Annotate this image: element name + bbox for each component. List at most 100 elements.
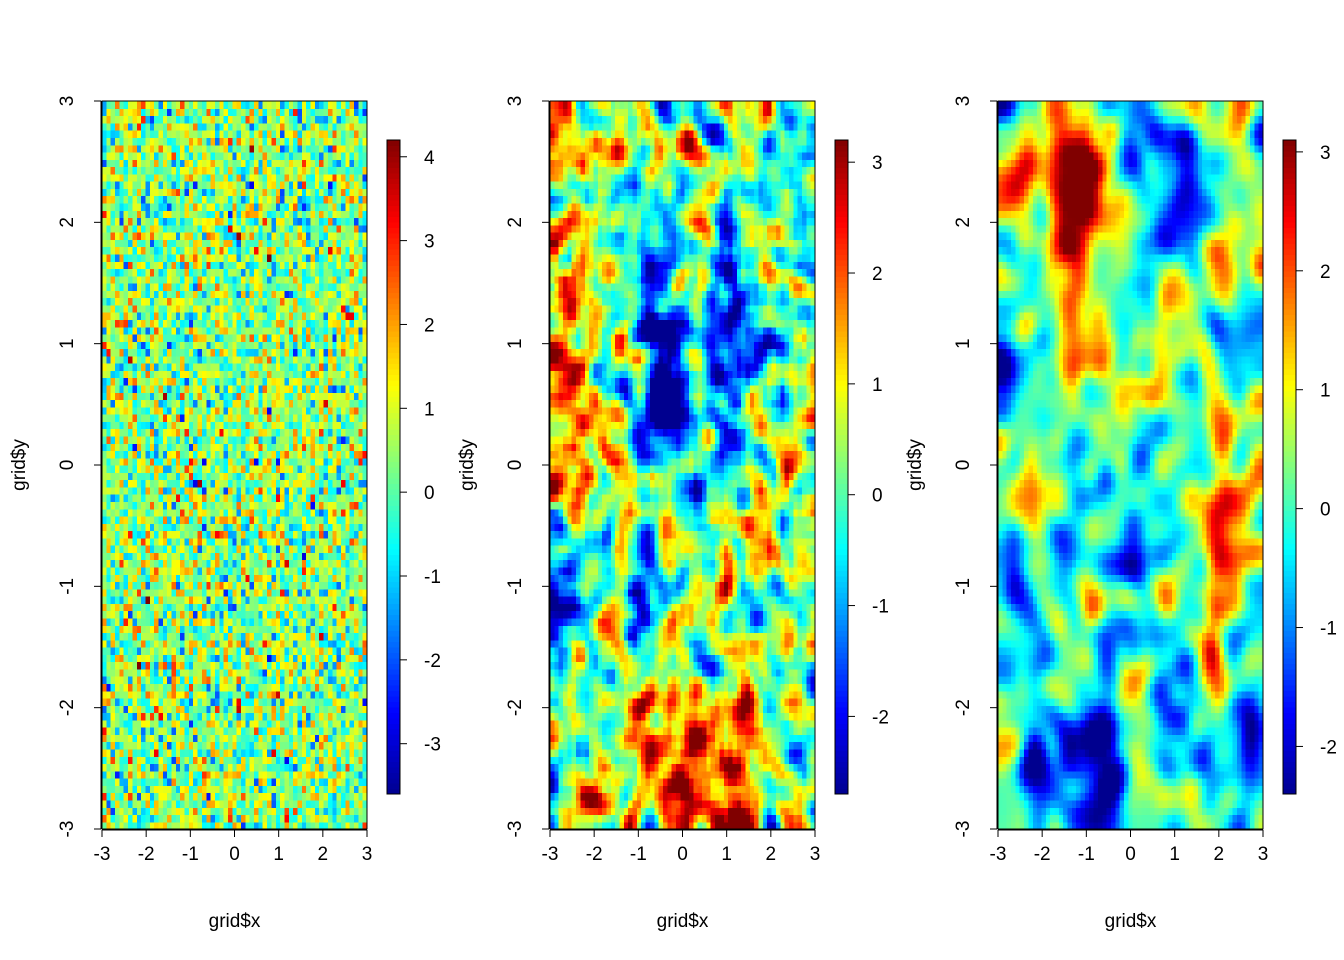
heatmap-cell <box>175 450 181 459</box>
heatmap-cell <box>362 421 368 430</box>
heatmap-cell <box>232 763 238 772</box>
heatmap-cell <box>258 719 264 728</box>
heatmap-cell <box>258 508 264 517</box>
heatmap-cell <box>132 530 138 539</box>
heatmap-cell <box>280 450 286 459</box>
heatmap-cell <box>206 814 212 823</box>
heatmap-cell <box>314 465 320 473</box>
heatmap-cell <box>349 770 355 779</box>
heatmap-cell <box>284 545 290 553</box>
heatmap-cell <box>362 545 368 553</box>
heatmap-cell <box>201 617 207 626</box>
heatmap-cell <box>119 712 125 721</box>
heatmap-cell <box>123 654 129 663</box>
heatmap-cell <box>123 792 129 801</box>
heatmap-cell <box>306 435 312 444</box>
heatmap-cell <box>175 479 181 488</box>
heatmap-cell <box>184 283 190 291</box>
heatmap-cell <box>197 283 203 291</box>
heatmap-cell <box>206 472 212 481</box>
heatmap-cell <box>175 530 181 539</box>
heatmap-cell <box>115 377 120 386</box>
heatmap-cell <box>184 312 190 320</box>
heatmap-cell <box>280 617 286 626</box>
heatmap-cell <box>149 435 155 444</box>
heatmap-cell <box>319 785 325 794</box>
heatmap-cell <box>327 617 333 626</box>
heatmap-cell <box>271 333 277 342</box>
heatmap-cell <box>188 450 194 459</box>
heatmap-cell <box>258 494 264 502</box>
heatmap-cell <box>349 326 355 335</box>
heatmap-cell <box>353 333 359 342</box>
heatmap-cell <box>102 501 107 510</box>
heatmap-cell <box>184 537 190 546</box>
heatmap-cell <box>327 232 333 240</box>
heatmap-cell <box>310 603 316 612</box>
heatmap-cell <box>319 748 325 757</box>
heatmap-cell <box>327 814 333 823</box>
heatmap-cell <box>175 421 181 430</box>
heatmap-cell <box>353 479 359 488</box>
heatmap-cell <box>167 326 173 335</box>
heatmap-cell <box>184 406 190 415</box>
heatmap-cell <box>288 283 294 291</box>
heatmap-cell <box>297 253 303 262</box>
heatmap-cell <box>332 661 338 670</box>
heatmap-cell <box>119 610 125 619</box>
heatmap-cell <box>358 370 364 379</box>
heatmap-cell <box>275 326 281 335</box>
heatmap-cell <box>223 603 229 612</box>
heatmap-cell <box>106 232 112 240</box>
heatmap-cell <box>119 246 125 255</box>
heatmap-cell <box>219 443 225 452</box>
heatmap-cell <box>102 712 107 721</box>
heatmap-cell <box>232 268 238 277</box>
heatmap-cell <box>310 690 316 699</box>
heatmap-cell <box>271 639 277 648</box>
heatmap-cell <box>340 785 346 794</box>
heatmap-cell <box>214 719 220 728</box>
heatmap-cell <box>214 625 220 634</box>
heatmap-cell <box>136 741 142 750</box>
heatmap-cell <box>188 384 194 393</box>
heatmap-cell <box>128 406 134 415</box>
heatmap-cell <box>345 566 351 575</box>
heatmap-cell <box>353 268 359 277</box>
heatmap-cell <box>310 326 316 335</box>
heatmap-cell <box>271 690 277 699</box>
heatmap-cell <box>319 443 325 452</box>
heatmap-cell <box>336 807 342 816</box>
heatmap-cell <box>123 435 129 444</box>
heatmap-cell <box>201 246 207 255</box>
heatmap-cell <box>180 756 186 765</box>
heatmap-cell <box>188 741 194 750</box>
heatmap-cell <box>327 741 333 750</box>
heatmap-cell <box>167 581 173 590</box>
heatmap-cell <box>353 443 359 452</box>
heatmap-cell <box>258 457 264 466</box>
heatmap-cell <box>358 239 364 248</box>
heatmap-cell <box>154 799 160 808</box>
heatmap-cell <box>319 552 325 561</box>
heatmap-cell <box>249 588 255 597</box>
heatmap-cell <box>175 690 181 699</box>
heatmap-cell <box>197 581 203 590</box>
heatmap-cell <box>184 632 190 641</box>
heatmap-cell <box>223 246 229 255</box>
heatmap-cell <box>119 275 125 284</box>
heatmap-cell <box>132 253 138 262</box>
heatmap-cell <box>358 632 364 641</box>
heatmap-cell <box>271 552 277 561</box>
heatmap-cell <box>106 283 112 291</box>
heatmap-cell <box>284 472 290 481</box>
heatmap-cell <box>310 406 316 415</box>
heatmap-cell <box>258 603 264 612</box>
heatmap-cell <box>149 610 155 619</box>
heatmap-cell <box>362 588 368 597</box>
heatmap-cell <box>254 668 259 677</box>
heatmap-cell <box>358 814 364 823</box>
heatmap-cell <box>258 632 264 641</box>
heatmap-cell <box>132 523 138 532</box>
heatmap-cell <box>141 472 147 481</box>
